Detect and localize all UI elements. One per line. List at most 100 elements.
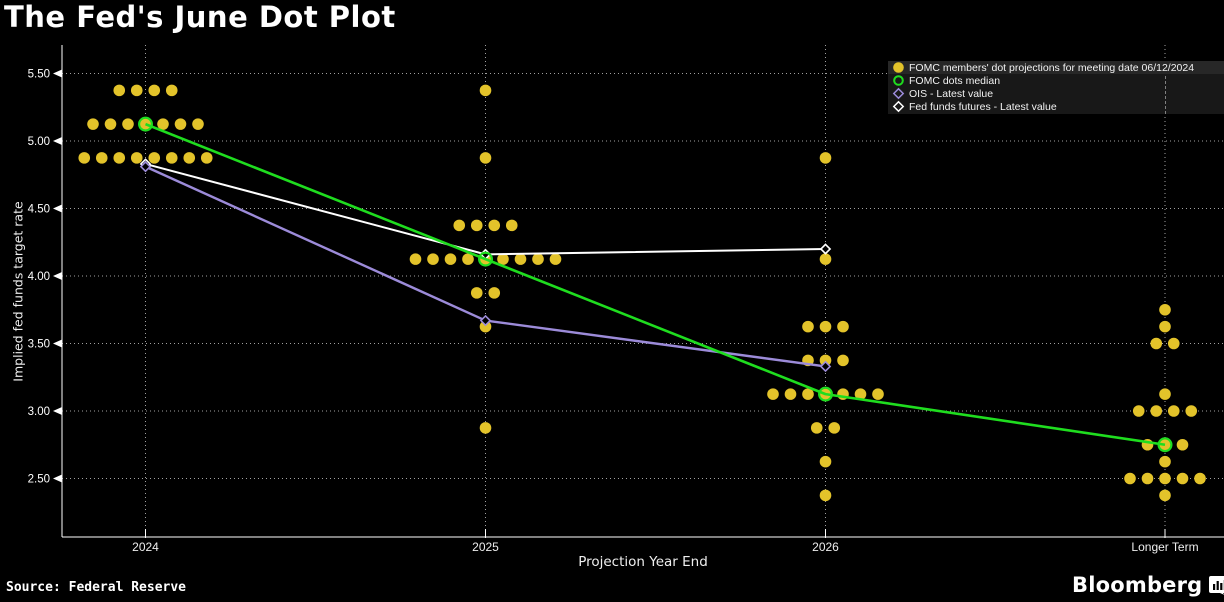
fomc-dot	[837, 354, 849, 367]
fomc-dot	[462, 253, 474, 265]
open-diamond-icon	[892, 100, 905, 113]
fomc-dot	[470, 219, 483, 232]
open-diamond-icon	[892, 87, 905, 100]
y-tick-arrow-icon	[53, 339, 62, 348]
y-tick-arrow-icon	[53, 474, 62, 483]
fomc-dot	[1159, 320, 1171, 333]
fomc-dots	[78, 84, 1206, 502]
fomc-dot	[479, 152, 492, 164]
fomc-dot	[470, 287, 483, 299]
legend-item[interactable]: FOMC members' dot projections for meetin…	[888, 61, 1224, 74]
fomc-dot	[532, 253, 544, 265]
median-line-marker	[817, 386, 833, 402]
fomc-dot	[165, 152, 178, 164]
fomc-dot	[854, 388, 867, 400]
fomc-dot	[453, 219, 466, 232]
fomc-dot	[1159, 388, 1171, 400]
fomc-dot	[183, 152, 196, 164]
fomc-dot	[148, 152, 161, 164]
y-tick-label: 4.00	[28, 271, 50, 283]
ois-line-marker	[479, 314, 492, 327]
fomc-dot	[1141, 472, 1154, 485]
fomc-dot	[157, 118, 169, 130]
futures-line-marker	[819, 243, 832, 255]
fomc-dot	[1194, 472, 1206, 485]
legend-item[interactable]: OIS - Latest value	[888, 87, 1224, 100]
x-tick-label: 2025	[472, 540, 499, 554]
ois-line-marker	[819, 360, 832, 373]
x-axis-title: Projection Year End	[578, 554, 708, 570]
fomc-dot	[122, 118, 134, 130]
fomc-dot	[130, 84, 143, 97]
open-circle-icon	[893, 75, 904, 86]
y-tick-label: 3.00	[28, 406, 50, 418]
legend-item[interactable]: FOMC dots median	[888, 74, 1224, 87]
y-tick-arrow-icon	[53, 204, 62, 213]
fomc-dot	[497, 253, 509, 265]
bloomberg-terminal-icon	[1209, 575, 1224, 595]
legend-item[interactable]: Fed funds futures - Latest value	[888, 100, 1224, 113]
fomc-dot	[479, 84, 492, 97]
median-line-marker	[478, 251, 494, 267]
y-tick-label: 4.50	[28, 204, 50, 216]
fomc-dot	[409, 253, 422, 265]
fomc-dot	[1150, 405, 1163, 417]
legend: FOMC members' dot projections for meetin…	[888, 61, 1224, 114]
legend-item-label: OIS - Latest value	[909, 87, 994, 100]
y-tick-label: 3.50	[28, 339, 50, 351]
fomc-dot	[130, 152, 143, 164]
fomc-dot	[872, 388, 884, 400]
fomc-dot	[1159, 303, 1171, 316]
y-tick-arrow-icon	[53, 272, 62, 280]
fomc-dot	[819, 152, 832, 164]
fomc-dot	[514, 253, 527, 265]
fomc-dot	[200, 152, 213, 164]
fomc-dot	[78, 152, 91, 164]
filled-circle-icon	[893, 62, 904, 73]
fomc-dot	[1132, 405, 1145, 417]
median-line	[138, 116, 1173, 453]
fomc-dot	[1185, 405, 1198, 417]
fomc-dot	[488, 287, 501, 299]
fomc-dot	[148, 84, 161, 97]
fomc-dot	[165, 84, 178, 97]
fomc-dot	[767, 388, 779, 400]
ois-line-marker	[139, 160, 152, 173]
fomc-dot	[87, 118, 99, 130]
median-line-marker	[138, 116, 154, 132]
ois-line	[139, 160, 832, 373]
y-tick-label: 5.50	[28, 69, 50, 81]
fomc-dot	[113, 84, 126, 97]
legend-item-label: Fed funds futures - Latest value	[909, 100, 1057, 113]
axes: 5.50 5.00 4.50 4.00 3.50 3.00 2.50 2024 2025 2026…	[28, 45, 1224, 554]
fomc-dot	[819, 455, 832, 468]
legend-item-label: FOMC members' dot projections for meetin…	[909, 61, 1195, 74]
fomc-dot	[1124, 472, 1136, 485]
fomc-dot	[1176, 472, 1189, 485]
fomc-dot	[828, 422, 841, 434]
fomc-dot	[479, 320, 492, 333]
median-line-marker	[1157, 437, 1173, 453]
y-tick-arrow-icon	[53, 69, 62, 78]
y-tick-label: 2.50	[28, 474, 50, 486]
y-tick-arrow-icon	[53, 137, 62, 145]
fomc-dot	[427, 253, 439, 265]
fomc-dot	[1159, 489, 1171, 502]
fomc-dot	[802, 388, 814, 400]
fomc-dot	[95, 152, 108, 164]
fomc-dot	[1167, 405, 1180, 417]
fomc-dot	[1167, 337, 1180, 350]
bloomberg-logo: Bloomberg	[1072, 573, 1224, 597]
gridlines	[62, 45, 1224, 537]
fomc-dot	[104, 118, 117, 130]
x-tick-label: 2024	[132, 540, 159, 554]
fomc-dot	[488, 219, 501, 232]
source-credit: Source: Federal Reserve	[6, 580, 187, 595]
fomc-dot	[802, 320, 814, 333]
legend-item-label: FOMC dots median	[909, 74, 1001, 87]
fomc-dot	[192, 118, 204, 130]
fomc-dot	[784, 388, 797, 400]
fomc-dot	[174, 118, 187, 130]
